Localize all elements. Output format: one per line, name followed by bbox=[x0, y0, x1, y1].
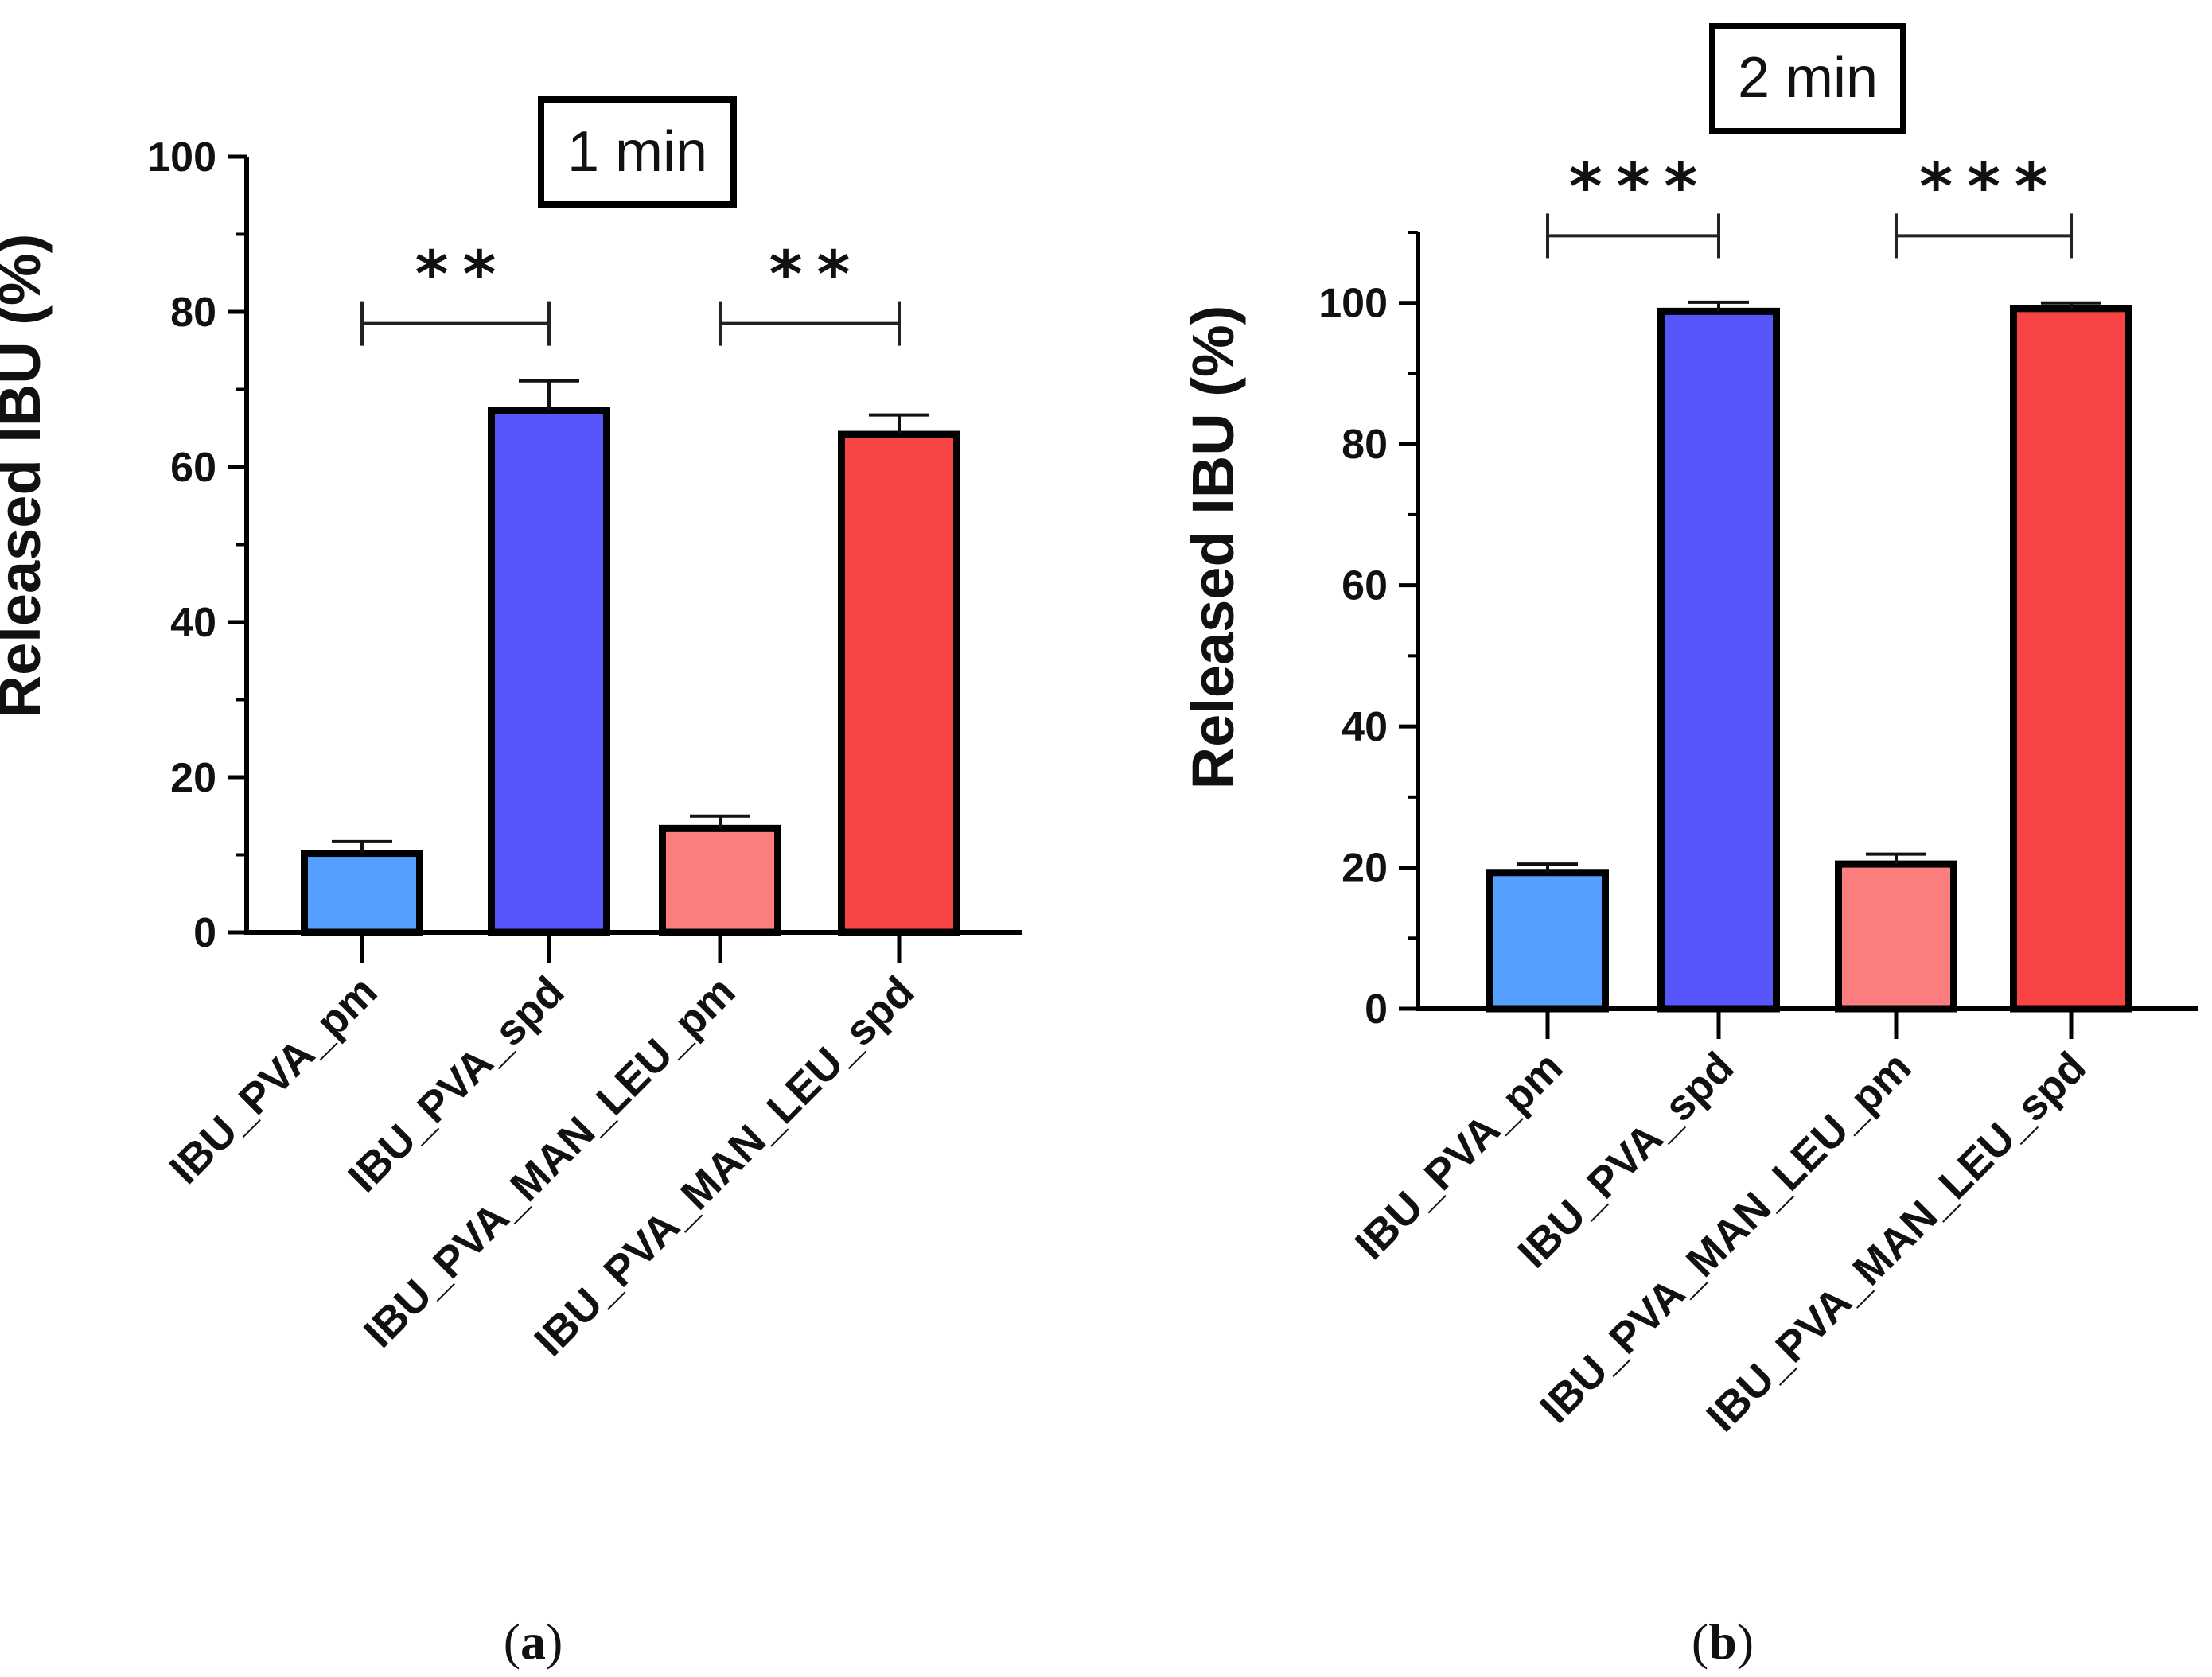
y-tick-label: 40 bbox=[1342, 704, 1388, 750]
y-tick-label: 40 bbox=[170, 600, 216, 646]
bar-ibu-pva-man-leu-spd bbox=[2010, 305, 2132, 1013]
significance-label: *** bbox=[1919, 150, 2062, 224]
significance-label: ** bbox=[415, 238, 511, 312]
chart-title-box bbox=[1709, 23, 1906, 134]
caption-letter: a bbox=[520, 1613, 546, 1670]
bar-ibu-pva-spd bbox=[1657, 307, 1780, 1013]
y-tick-label: 80 bbox=[1342, 422, 1388, 468]
bar-ibu-pva-man-leu-pm bbox=[659, 824, 781, 936]
y-axis-title: Released IBU (%) bbox=[1180, 305, 1246, 790]
y-axis-title: Released IBU (%) bbox=[0, 234, 53, 718]
caption-letter: b bbox=[1708, 1613, 1737, 1670]
y-tick-label: 0 bbox=[193, 910, 216, 956]
caption-close-paren: ) bbox=[546, 1613, 563, 1670]
bar-ibu-pva-man-leu-pm bbox=[1835, 860, 1957, 1013]
chart-title-box bbox=[538, 96, 737, 208]
panel-caption: (b) bbox=[1692, 1613, 1754, 1670]
caption-close-paren: ) bbox=[1737, 1613, 1754, 1670]
significance-label: ** bbox=[769, 238, 865, 312]
chart-title: 2 min bbox=[1738, 46, 1878, 110]
y-tick-label: 20 bbox=[1342, 846, 1388, 892]
y-tick-label: 60 bbox=[170, 445, 216, 491]
bar-ibu-pva-pm bbox=[301, 850, 423, 936]
y-tick-label: 100 bbox=[147, 134, 216, 181]
bar-ibu-pva-spd bbox=[488, 407, 610, 936]
significance-label: *** bbox=[1569, 150, 1712, 224]
caption-open-paren: ( bbox=[504, 1613, 520, 1670]
y-tick-label: 80 bbox=[170, 290, 216, 336]
y-tick-label: 0 bbox=[1365, 986, 1388, 1033]
caption-open-paren: ( bbox=[1692, 1613, 1708, 1670]
bar-ibu-pva-pm bbox=[1486, 869, 1609, 1013]
bar-ibu-pva-man-leu-spd bbox=[838, 430, 960, 936]
panel-caption: (a) bbox=[504, 1613, 563, 1670]
y-tick-label: 60 bbox=[1342, 563, 1388, 609]
y-tick-label: 100 bbox=[1318, 281, 1388, 327]
chart-title: 1 min bbox=[567, 120, 707, 184]
y-tick-label: 20 bbox=[170, 755, 216, 801]
